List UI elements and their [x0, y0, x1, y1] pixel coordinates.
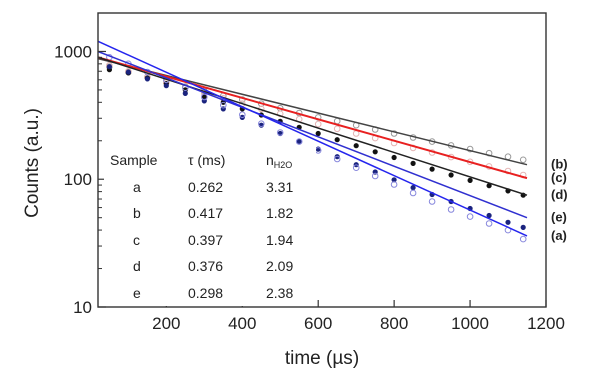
data-point [315, 130, 321, 137]
data-point [448, 172, 454, 178]
table-cell: 2.38 [266, 285, 293, 301]
x-tick-label: 1000 [451, 314, 489, 333]
plot-frame [97, 12, 547, 308]
data-point [504, 153, 512, 160]
table-cell: c [133, 232, 140, 248]
table-cell: b [133, 205, 141, 221]
data-point [258, 120, 265, 127]
y-tick-label: 100 [64, 170, 92, 189]
table-header-subscript: H2O [274, 160, 293, 170]
y-tick-label: 10 [73, 298, 92, 317]
table-header: nH2O [266, 152, 292, 170]
axis-ticks: 200 400 600 800 1000 1200 10 100 1000 [54, 12, 565, 333]
data-point [333, 125, 341, 133]
curve-label: (e) [551, 210, 567, 225]
y-axis-title: Counts (a.u.) [22, 108, 43, 218]
table-cell: a [133, 179, 141, 195]
data-point [410, 185, 416, 191]
data-point [163, 83, 169, 89]
data-point [239, 111, 246, 118]
x-axis-title-suffix: ) [353, 348, 359, 369]
data-point [390, 181, 398, 188]
data-point [353, 143, 359, 149]
data-point [201, 93, 208, 101]
x-axis-title-prefix: time ( [285, 348, 333, 369]
data-point [519, 156, 527, 164]
x-tick-label: 800 [380, 314, 408, 333]
data-point [182, 90, 188, 96]
data-point [485, 220, 493, 227]
x-tick-label: 200 [152, 314, 180, 333]
table-cell: 0.417 [188, 205, 223, 221]
data-point [409, 189, 417, 197]
data-point [391, 154, 397, 161]
data-point [125, 69, 131, 75]
table-cell: 0.376 [188, 258, 223, 274]
curve-label: (c) [551, 170, 567, 185]
data-point [371, 172, 379, 180]
table-header-main: τ (ms) [188, 152, 225, 168]
fit-line [97, 56, 528, 196]
data-point [144, 76, 150, 82]
data-point [429, 166, 435, 172]
data-point [410, 160, 416, 166]
data-point [390, 130, 398, 137]
curve-label: (b) [551, 157, 568, 172]
sample-table: Sample τ (ms) nH2O a 0.262 3.31 b 0.417 1.82 c 0.3… [104, 146, 316, 306]
data-point [447, 206, 455, 213]
data-point [220, 101, 227, 109]
x-axis-title-unit: µs [332, 348, 352, 369]
x-tick-label: 600 [304, 314, 332, 333]
table-header: τ (ms) [188, 152, 225, 168]
data-point [505, 219, 511, 225]
table-cell: 0.262 [188, 179, 223, 195]
table-cell: 0.298 [188, 285, 223, 301]
curve-labels: (b)(c) (d) (e) (a) [551, 157, 568, 243]
data-point [520, 224, 526, 230]
table-header: Sample [110, 152, 158, 168]
curve-label: (d) [551, 187, 568, 202]
table-cell: 1.82 [266, 205, 293, 221]
table-cell: e [133, 285, 141, 301]
table-cell: 0.397 [188, 232, 223, 248]
fit-line [97, 57, 528, 166]
x-tick-label: 1200 [527, 314, 565, 333]
data-point [352, 164, 360, 171]
data-point [428, 198, 436, 205]
data-point [334, 137, 340, 143]
y-tick-label: 1000 [54, 42, 92, 61]
data-point [467, 177, 473, 183]
data-point [486, 212, 492, 219]
table-cell: d [133, 258, 141, 274]
table-header-main: n [266, 152, 274, 168]
data-point [276, 129, 284, 136]
data-point [333, 155, 341, 163]
table-background [104, 146, 316, 306]
table-cell: 3.31 [266, 179, 293, 195]
data-point [519, 235, 527, 243]
table-cell: 1.94 [266, 232, 293, 248]
data-point [466, 213, 474, 220]
fit-line [97, 50, 528, 219]
data-points [106, 54, 527, 243]
data-point [333, 117, 341, 125]
x-tick-label: 400 [228, 314, 256, 333]
table-header-main: Sample [110, 152, 158, 168]
curve-label: (a) [551, 228, 567, 243]
data-point [314, 120, 322, 128]
fit-line [97, 40, 528, 237]
data-point [466, 145, 474, 153]
fit-lines [97, 40, 528, 237]
data-point [106, 64, 112, 70]
data-point [295, 138, 303, 145]
x-axis-title: time (µs) [285, 348, 359, 369]
fit-line [97, 56, 528, 180]
data-point [372, 149, 378, 155]
table-cell: 2.09 [266, 258, 293, 274]
